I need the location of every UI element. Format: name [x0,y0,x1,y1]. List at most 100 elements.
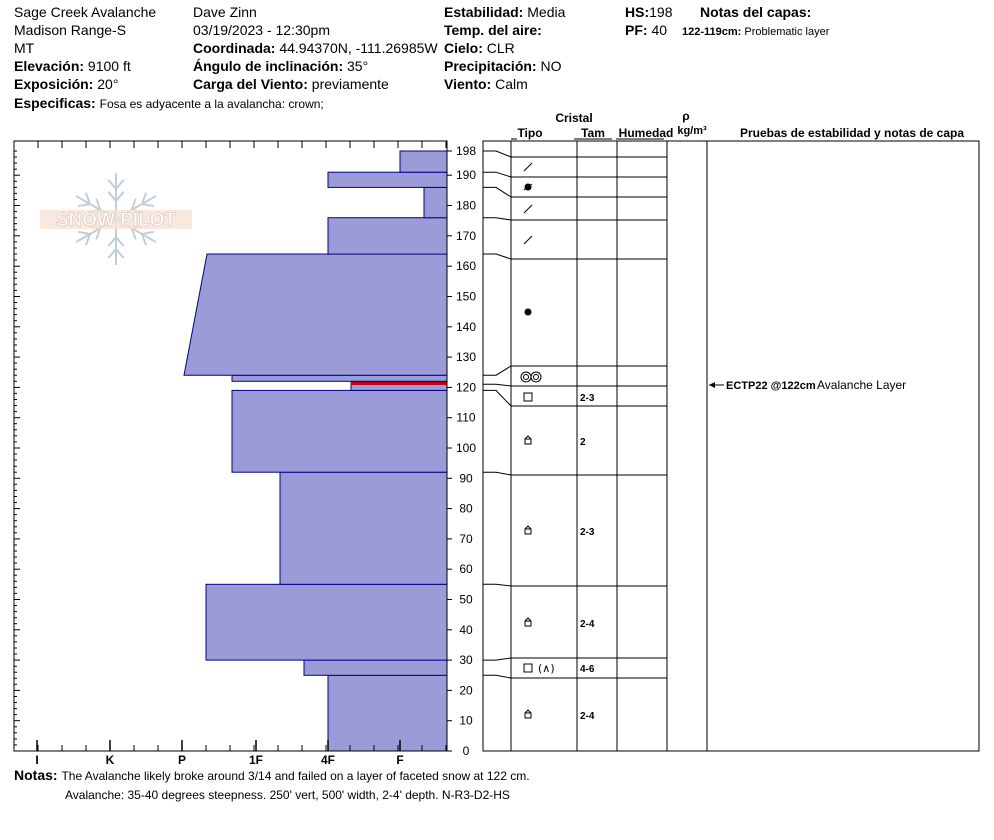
height-tick-label: 170 [456,229,476,243]
snowflake-branch [84,233,91,246]
snowflake-branch [115,236,125,247]
height-tick-label: 20 [459,683,473,697]
exposure-value: 20° [97,76,119,92]
hardness-bar [350,383,448,391]
hardness-bar [303,659,448,676]
table-frame [482,140,980,752]
snowflake-branch [78,230,91,235]
snowflake-branch [107,236,117,247]
layer-connector [483,657,512,661]
height-tick-label: 180 [456,199,476,213]
slope-label: Ángulo de inclinación: [193,58,344,74]
height-tick-label: 198 [456,144,476,158]
precip-label: Precipitación: [444,58,537,74]
slope-angle: Ángulo de inclinación: 35° [193,58,368,74]
layer-connector [483,383,512,387]
layer-connector [483,171,512,178]
layer-connector [483,253,512,260]
height-tick-label: 30 [459,653,473,667]
pf-label: PF: [625,22,648,38]
state-name: MT [14,40,35,56]
height-tick-label: 130 [456,350,476,364]
col-tam: Tam [581,126,605,140]
snowpilot-logo: SNOW PILOT [40,173,192,265]
notes-line2: Avalanche: 35-40 degrees steepness. 250'… [65,788,510,802]
layer-table: 2-4 (∧) 4-6 2-4 2-3 2 2-3 [482,138,980,752]
col-tipo: Tipo [517,126,542,140]
snowflake-branch [115,248,125,259]
specifics-value: Fosa es adyacente a la avalancha: crown; [99,97,324,111]
height-tick-label: 70 [459,532,473,546]
hardness-tick-label: I [35,753,38,767]
crystal-symbol [524,709,532,719]
crystal-symbol [524,525,532,535]
wind-value: Calm [495,76,528,92]
hardness-bar [399,150,448,173]
height-tick-label: 120 [456,380,476,394]
crystal-symbol [520,371,542,383]
crystal-symbol: (∧) [523,662,555,675]
snowflake-branch [107,248,117,259]
precip-value: NO [540,58,562,74]
specifics: Especificas: Fosa es adyacente a la aval… [14,95,324,112]
hardness-tick-label: 4F [321,753,335,767]
snowflake-branch [115,191,125,202]
snowflake-arm [115,195,157,220]
snowflake-arm [115,218,157,243]
col-density-unit: kg/m³ [677,125,707,137]
layer-note-text: Problematic layer [744,26,830,38]
snowflake-branch [131,209,144,214]
observer: Dave Zinn [193,4,257,20]
coordinate: Coordinada: 44.94370N, -111.26985W [193,40,438,56]
layer-connector [483,471,512,476]
grain-size-label: 2-4 [580,711,595,722]
logo-text: SNOW PILOT [56,210,177,231]
layer-note: 122-119cm: Problematic layer [682,24,829,40]
snowflake-branch [141,230,154,235]
col-cristal: Cristal [555,111,592,125]
snowflake-branch [130,227,137,240]
sky: Cielo: CLR [444,40,515,56]
svg-text:(∧): (∧) [538,662,555,675]
height-tick-label: 160 [456,259,476,273]
crystal-symbol [523,392,533,402]
sky-label: Cielo: [444,40,483,56]
snowflake-arm [75,218,117,243]
grain-size-label: 4-6 [580,664,595,675]
layer-connector [483,674,512,679]
pf: PF: 40 [625,22,667,38]
air-temp-label: Temp. del aire: [444,22,542,38]
notes-label: Notas: [14,767,58,783]
height-tick-label: 50 [459,593,473,607]
layer-connector [483,389,512,407]
hardness-bar [183,253,448,376]
stability: Estabilidad: Media [444,4,565,20]
precipitation: Precipitación: NO [444,58,561,74]
slope-value: 35° [347,58,369,74]
exposure-label: Exposición: [14,76,94,92]
snowflake-branch [88,224,101,229]
hardness-bar [231,374,448,382]
elevation-label: Elevación: [14,58,85,74]
wind-label: Viento: [444,76,492,92]
col-humedad: Humedad [619,126,674,140]
notes: Notas: The Avalanche likely broke around… [14,767,530,784]
notes-line1: The Avalanche likely broke around 3/14 a… [61,769,530,783]
wind: Viento: Calm [444,76,528,92]
crystal-symbol [524,308,532,316]
coord-value: 44.94370N, -111.26985W [279,40,438,56]
snowflake-branch [141,203,154,208]
layer-connector [483,186,512,198]
snowflake-branch [107,179,117,190]
snowflake-branch [141,233,148,246]
snowflake-branch [95,227,102,240]
col-tests: Pruebas de estabilidad y notas de capa [740,126,964,140]
snowflake-branch [115,179,125,190]
height-tick-label: 140 [456,320,476,334]
height-tick-label: 110 [456,411,475,425]
hardness-bar [423,186,448,219]
grain-size-label: 2-3 [580,393,595,404]
crystal-symbol [523,204,533,214]
height-tick-label: 100 [456,441,476,455]
height-tick-label: 60 [459,562,473,576]
